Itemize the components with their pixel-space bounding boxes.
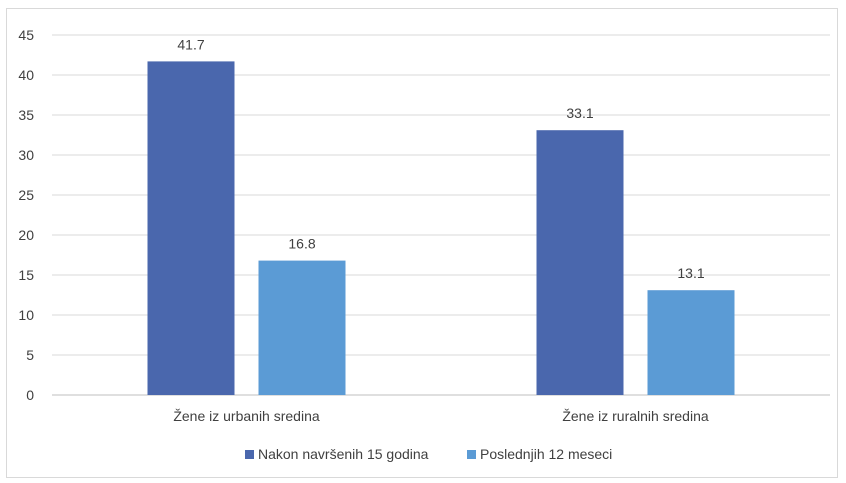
y-tick-label: 30: [18, 147, 34, 163]
bars: [147, 61, 735, 396]
legend: Nakon navršenih 15 godina Poslednjih 12 m…: [245, 446, 612, 462]
y-tick-label: 20: [18, 227, 34, 243]
y-tick-label: 10: [18, 307, 34, 323]
data-labels: 41.7 16.8 33.1 13.1: [177, 36, 704, 281]
y-tick-label: 25: [18, 187, 34, 203]
legend-swatch: [467, 450, 476, 459]
legend-swatch: [245, 450, 254, 459]
data-label: 16.8: [288, 236, 315, 252]
y-tick-label: 35: [18, 107, 34, 123]
y-tick-label: 15: [18, 267, 34, 283]
y-axis-tick-labels: 0 5 10 15 20 25 30 35 40 45: [18, 27, 34, 403]
data-label: 33.1: [566, 105, 593, 121]
chart-frame: [6, 8, 838, 478]
y-tick-label: 5: [26, 347, 34, 363]
bar: [647, 290, 735, 395]
y-tick-label: 40: [18, 67, 34, 83]
data-label: 41.7: [177, 36, 204, 52]
category-label: Žene iz ruralnih sredina: [562, 408, 709, 424]
legend-label: Nakon navršenih 15 godina: [258, 446, 429, 462]
data-label: 13.1: [677, 265, 704, 281]
bar: [147, 61, 235, 396]
y-tick-label: 0: [26, 387, 34, 403]
y-tick-label: 45: [18, 27, 34, 43]
bar: [258, 260, 346, 395]
legend-label: Poslednjih 12 meseci: [480, 446, 612, 462]
x-axis-category-labels: Žene iz urbanih sredina Žene iz ruralnih …: [173, 408, 709, 424]
category-label: Žene iz urbanih sredina: [173, 408, 320, 424]
bar: [536, 130, 624, 395]
